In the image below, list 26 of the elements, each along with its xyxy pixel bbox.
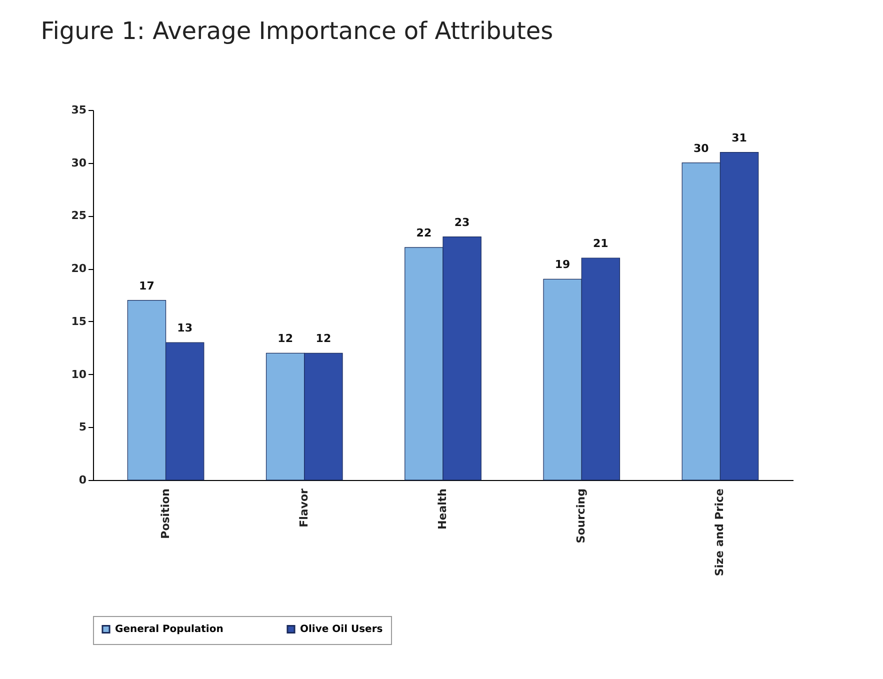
y-tick-label: 35 xyxy=(71,104,86,116)
y-tick-label: 30 xyxy=(71,156,87,170)
x-tick-label: Flavor xyxy=(297,488,310,528)
y-tick-label: 10 xyxy=(71,368,87,381)
x-tick-label: Size and Price xyxy=(713,488,726,576)
y-tick-label: 25 xyxy=(71,209,86,222)
chart-title: Figure 1: Average Importance of Attributes xyxy=(40,17,554,45)
y-tick-label: 20 xyxy=(71,262,87,276)
y-tick-label: 15 xyxy=(71,314,86,328)
data-label: 21 xyxy=(593,237,608,250)
data-label: 12 xyxy=(316,332,332,346)
x-tick-label: Health xyxy=(436,488,449,530)
data-label: 12 xyxy=(278,332,293,346)
data-label: 19 xyxy=(554,258,570,272)
data-label: 23 xyxy=(454,216,470,229)
data-label: 30 xyxy=(694,142,710,155)
x-tick-label: Sourcing xyxy=(574,488,588,544)
legend-label: General Population xyxy=(115,624,224,636)
data-label: 13 xyxy=(177,322,192,335)
data-label: 22 xyxy=(416,226,432,240)
y-tick-label: 5 xyxy=(78,420,86,434)
x-tick-label: Position xyxy=(158,488,172,539)
data-label: 17 xyxy=(139,279,154,292)
legend-label: Olive Oil Users xyxy=(300,624,383,636)
data-label: 31 xyxy=(732,131,747,144)
y-tick-label: 0 xyxy=(78,474,87,486)
